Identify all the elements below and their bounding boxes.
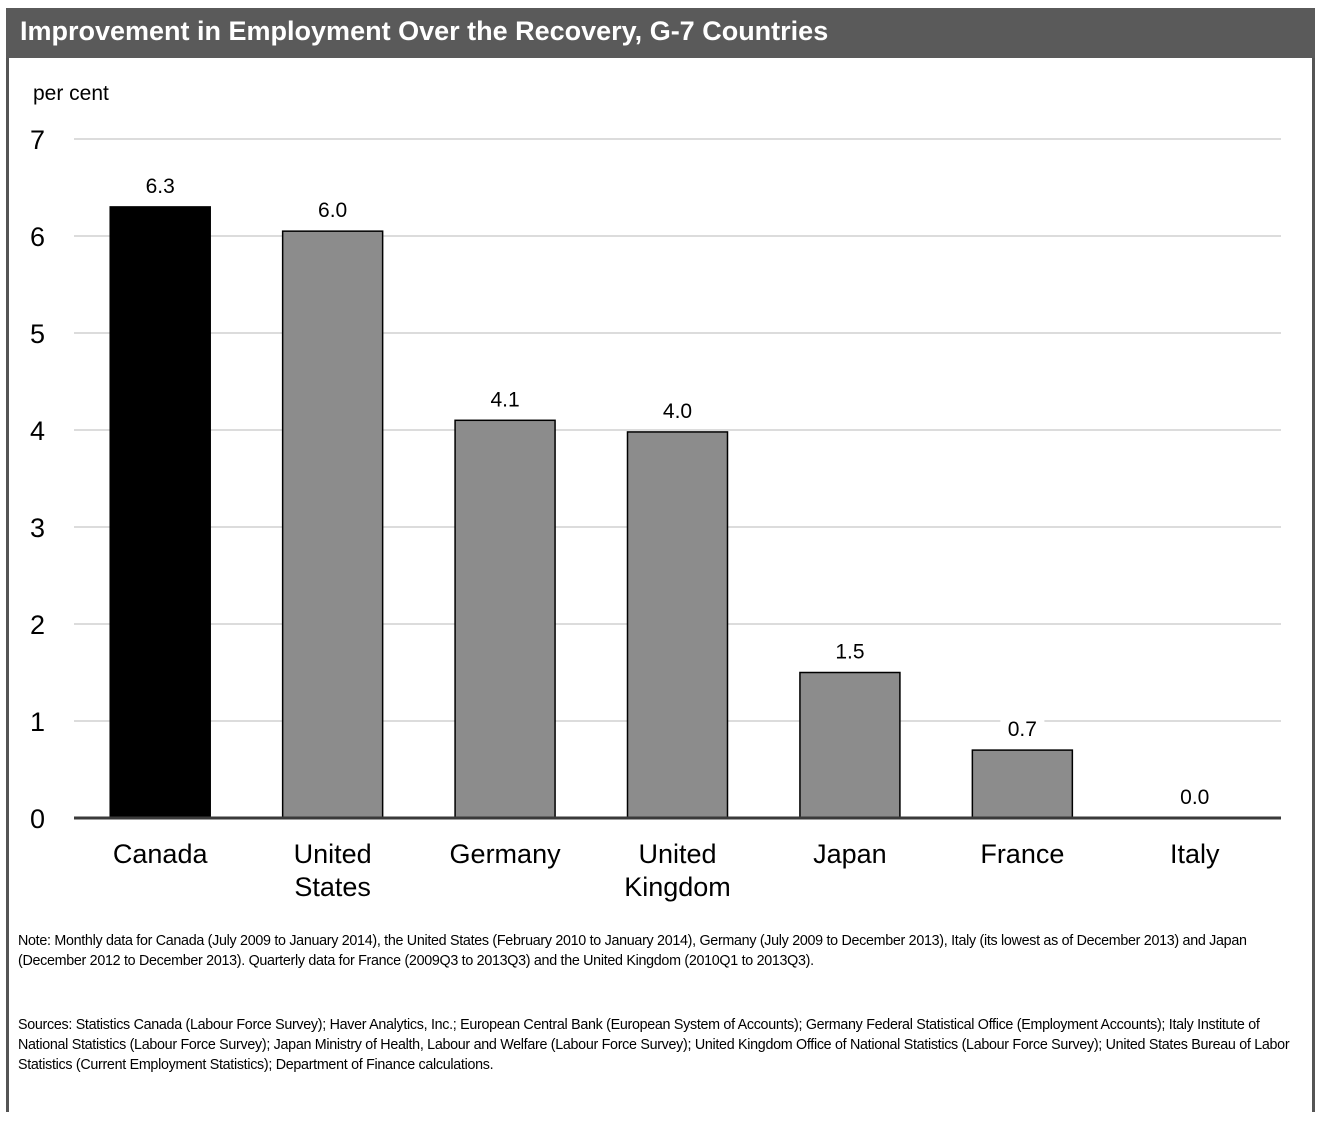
data-label-bg bbox=[655, 397, 700, 424]
y-tick-label: 1 bbox=[30, 707, 45, 737]
data-label-bg bbox=[827, 638, 872, 665]
x-tick-label: United bbox=[638, 839, 716, 869]
title-bar: Improvement in Employment Over the Recov… bbox=[6, 8, 1315, 58]
x-tick-label: France bbox=[980, 839, 1064, 869]
y-tick-label: 4 bbox=[30, 416, 45, 446]
x-tick-label: Germany bbox=[450, 839, 562, 869]
bar bbox=[281, 230, 384, 819]
y-tick-label: 3 bbox=[30, 513, 45, 543]
x-tick-label: United bbox=[294, 839, 372, 869]
bar bbox=[971, 749, 1074, 819]
bar bbox=[626, 431, 729, 819]
y-tick-label: 0 bbox=[30, 804, 45, 834]
x-tick-label: States bbox=[294, 872, 371, 902]
y-tick-label: 6 bbox=[30, 222, 45, 252]
data-label: 6.3 bbox=[146, 175, 175, 198]
x-tick-label: Canada bbox=[113, 839, 209, 869]
x-tick-label: Italy bbox=[1170, 839, 1220, 869]
y-tick-label: 2 bbox=[30, 610, 45, 640]
y-tick-label: 5 bbox=[30, 319, 45, 349]
data-label: 1.5 bbox=[835, 641, 864, 664]
data-label: 0.0 bbox=[1180, 786, 1209, 809]
bar bbox=[799, 671, 901, 819]
data-label: 6.0 bbox=[318, 199, 347, 222]
bar bbox=[109, 206, 211, 819]
y-tick-label: 7 bbox=[30, 125, 45, 155]
data-label: 4.0 bbox=[663, 400, 692, 423]
x-tick-label: Kingdom bbox=[624, 872, 731, 902]
data-label-bg bbox=[138, 172, 183, 199]
data-label-bg bbox=[483, 386, 528, 413]
bar bbox=[454, 419, 556, 819]
y-axis-label: per cent bbox=[33, 82, 109, 105]
data-label-bg bbox=[1000, 716, 1045, 743]
data-label-bg bbox=[1172, 784, 1217, 810]
data-label-bg bbox=[310, 197, 355, 224]
chart-frame bbox=[6, 8, 1315, 1112]
chart-title: Improvement in Employment Over the Recov… bbox=[20, 16, 829, 46]
data-label: 0.7 bbox=[1008, 718, 1037, 741]
chart-note: Note: Monthly data for Canada (July 2009… bbox=[18, 933, 1247, 969]
x-tick-label: Japan bbox=[813, 839, 887, 869]
chart-sources: Sources: Statistics Canada (Labour Force… bbox=[18, 1017, 1290, 1073]
data-label: 4.1 bbox=[490, 388, 519, 411]
